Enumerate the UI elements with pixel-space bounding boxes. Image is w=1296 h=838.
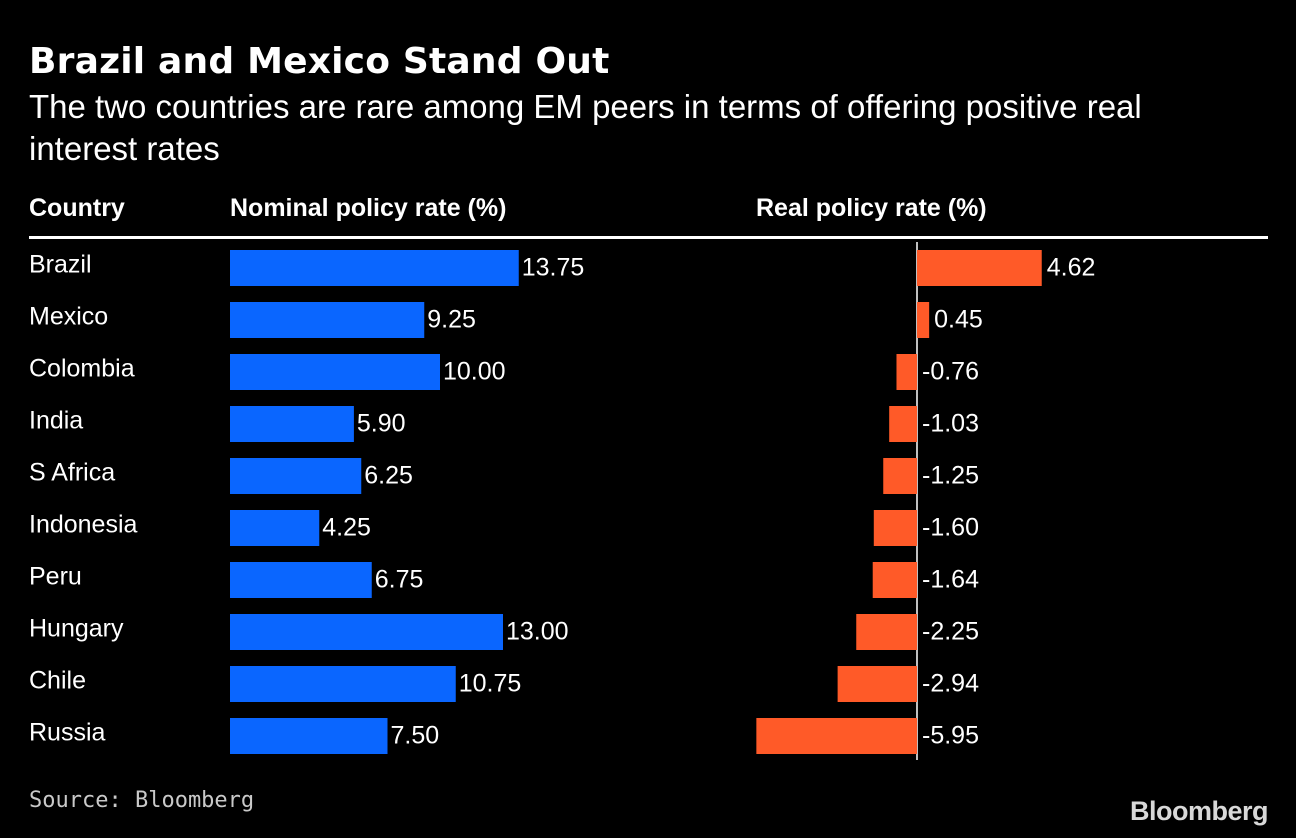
real-bar (896, 354, 917, 390)
real-value-label: -2.25 (922, 618, 979, 646)
real-bar (756, 718, 917, 754)
real-value-label: -0.76 (922, 358, 979, 386)
real-bar (889, 406, 917, 442)
nominal-value-label: 10.75 (459, 670, 522, 698)
source-note: Source: Bloomberg (29, 788, 255, 813)
nominal-bar (230, 406, 354, 442)
nominal-bar (230, 302, 425, 338)
real-value-label: -1.60 (922, 514, 979, 542)
country-label: Peru (29, 563, 82, 591)
country-label: Hungary (29, 615, 124, 643)
nominal-value-label: 9.25 (427, 306, 476, 334)
nominal-value-label: 13.75 (522, 254, 585, 282)
real-value-label: -1.64 (922, 566, 979, 594)
real-bar (917, 250, 1042, 286)
nominal-value-label: 7.50 (391, 722, 440, 750)
real-bar (873, 510, 917, 546)
nominal-bar (230, 562, 372, 598)
country-label: S Africa (29, 459, 115, 487)
real-value-label: -1.25 (922, 462, 979, 490)
nominal-bar (230, 666, 456, 702)
country-label: Brazil (29, 251, 92, 279)
country-label: India (29, 407, 83, 435)
nominal-value-label: 4.25 (322, 514, 371, 542)
nominal-value-label: 6.75 (375, 566, 424, 594)
real-value-label: -2.94 (922, 670, 979, 698)
nominal-value-label: 13.00 (506, 618, 569, 646)
real-bar (837, 666, 917, 702)
header-rule (29, 236, 1268, 239)
nominal-bar (230, 354, 440, 390)
real-bar (883, 458, 917, 494)
nominal-bar (230, 718, 388, 754)
country-label: Indonesia (29, 511, 138, 539)
column-header-country: Country (29, 194, 125, 222)
chart-subtitle: The two countries are rare among EM peer… (29, 88, 1142, 167)
real-value-label: 4.62 (1047, 254, 1096, 282)
nominal-value-label: 5.90 (357, 410, 406, 438)
country-label: Colombia (29, 355, 135, 383)
country-label: Russia (29, 719, 106, 747)
real-bar (856, 614, 917, 650)
real-value-label: -5.95 (922, 722, 979, 750)
country-label: Chile (29, 667, 86, 695)
nominal-value-label: 10.00 (443, 358, 506, 386)
nominal-bar (230, 510, 320, 546)
nominal-bar (230, 458, 362, 494)
real-value-label: -1.03 (922, 410, 979, 438)
nominal-bar (230, 614, 503, 650)
real-value-label: 0.45 (934, 306, 983, 334)
bloomberg-logo: Bloomberg (1129, 796, 1269, 826)
country-label: Mexico (29, 303, 108, 331)
column-header-nominal: Nominal policy rate (%) (230, 194, 507, 222)
real-bar (917, 302, 930, 338)
chart-title: Brazil and Mexico Stand Out (29, 41, 610, 82)
real-bar (872, 562, 917, 598)
column-header-real: Real policy rate (%) (756, 194, 987, 222)
nominal-bar (230, 250, 519, 286)
nominal-value-label: 6.25 (364, 462, 413, 490)
